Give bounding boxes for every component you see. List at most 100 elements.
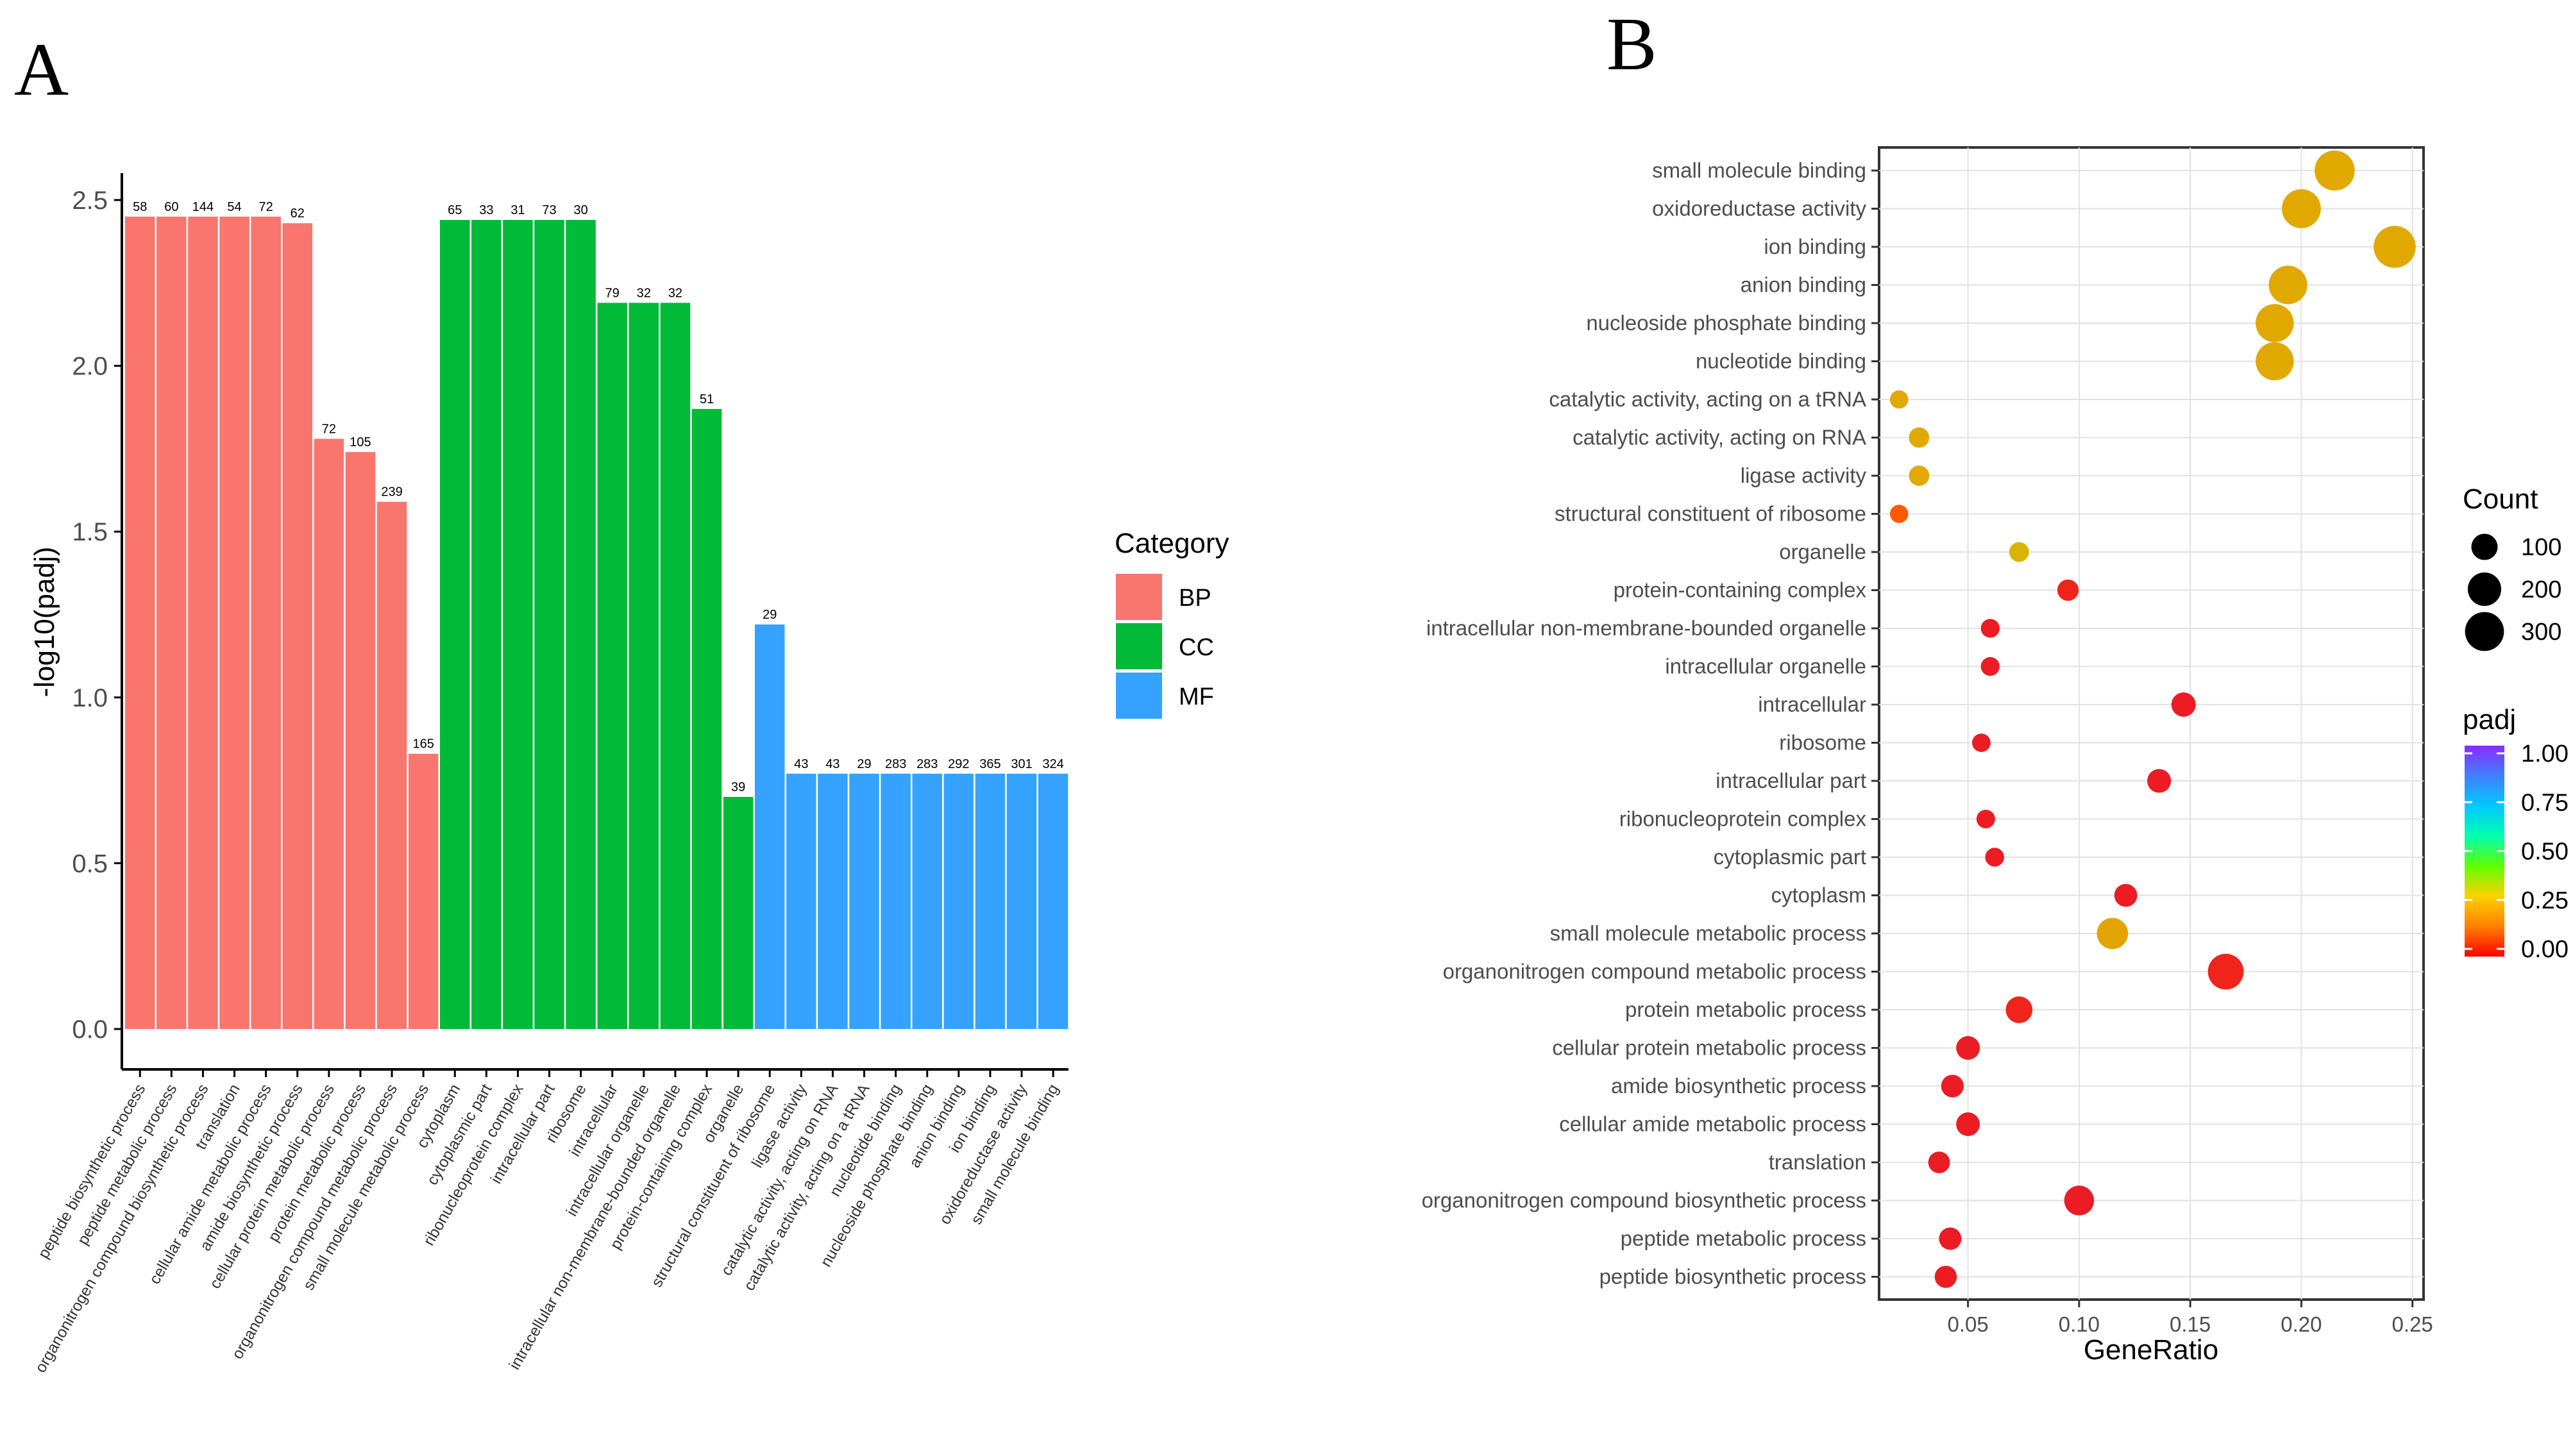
bar	[408, 753, 439, 1029]
dot-point	[1956, 1036, 1980, 1060]
dot-term-label: small molecule metabolic process	[1550, 921, 1866, 945]
bar-value-label: 65	[448, 203, 462, 217]
dot-point	[1928, 1151, 1950, 1173]
padj-legend-label: 0.50	[2521, 839, 2569, 866]
bar-value-label: 51	[700, 392, 714, 406]
bar	[376, 501, 407, 1029]
dot-point	[2315, 150, 2355, 191]
count-legend-label: 200	[2521, 576, 2561, 603]
bar	[314, 439, 344, 1029]
bar-value-label: 29	[857, 757, 871, 771]
bar-y-axis-title: -log10(padj)	[29, 547, 60, 698]
bar-value-label: 324	[1042, 757, 1063, 771]
bar-legend-title: Category	[1115, 528, 1229, 559]
dot-x-tick-label: 0.25	[2392, 1312, 2433, 1336]
bar	[881, 773, 911, 1029]
bar-legend: Category BP CC MF	[1115, 528, 1229, 719]
bar	[503, 220, 533, 1030]
dot-point	[2064, 1185, 2095, 1216]
bar-value-label: 33	[479, 203, 493, 217]
bar-value-label: 292	[948, 757, 969, 771]
bar	[943, 773, 974, 1029]
dot-point	[1934, 1266, 1957, 1288]
bar	[912, 773, 942, 1029]
bar-y-tick-label: 0.0	[72, 1016, 108, 1044]
dot-point	[1985, 848, 2004, 867]
dot-plot-b: 0.05 0.10 0.15 0.20 0.25 small molecule bindi…	[1422, 146, 2569, 1366]
bar	[566, 220, 596, 1030]
padj-color-legend: padj 1.00 0.75 0.50 0.25 0.00	[2463, 704, 2569, 963]
bar	[219, 216, 249, 1029]
bar	[125, 216, 155, 1029]
bar-value-label: 144	[192, 200, 214, 214]
dot-point	[2171, 692, 2196, 717]
bar	[691, 408, 722, 1029]
padj-legend-title: padj	[2463, 704, 2516, 735]
dot-point	[2256, 304, 2294, 342]
bar-value-label: 301	[1011, 757, 1032, 771]
count-legend-dot	[2467, 572, 2502, 607]
dot-term-label: nucleoside phosphate binding	[1586, 311, 1866, 335]
bar-value-label: 79	[605, 286, 620, 300]
dot-term-label: small molecule binding	[1652, 158, 1866, 182]
legend-label: CC	[1179, 634, 1214, 661]
dot-point	[1980, 657, 2000, 676]
bar-value-label: 72	[259, 200, 273, 214]
bar	[1038, 773, 1068, 1029]
bar-value-label: 43	[825, 757, 839, 771]
dot-term-label: anion binding	[1741, 273, 1866, 297]
dot-x-tick-label: 0.10	[2059, 1312, 2100, 1336]
dot-term-label: amide biosynthetic process	[1611, 1074, 1866, 1098]
bar	[597, 303, 627, 1029]
dot-term-label: peptide metabolic process	[1621, 1226, 1866, 1250]
dot-term-label: oxidoreductase activity	[1652, 197, 1866, 221]
bar	[975, 773, 1006, 1029]
bar	[251, 216, 281, 1029]
legend-swatch-bp	[1116, 574, 1162, 620]
dot-term-label: cytoplasm	[1771, 883, 1866, 907]
count-size-legend: Count 100 200 300	[2463, 483, 2561, 651]
dot-point	[1980, 619, 2000, 638]
bar	[818, 773, 848, 1029]
dot-term-label: intracellular non-membrane-bounded organ…	[1426, 616, 1866, 640]
legend-label: MF	[1179, 683, 1214, 710]
dot-point	[2374, 226, 2416, 268]
dot-term-label: translation	[1769, 1150, 1866, 1174]
dot-term-label: catalytic activity, acting on a tRNA	[1549, 387, 1866, 411]
dot-point	[1889, 505, 1909, 523]
dot-point	[2268, 265, 2307, 305]
dot-point	[2009, 542, 2029, 562]
legend-swatch-mf	[1116, 673, 1162, 719]
dot-point	[1976, 809, 1995, 829]
bar	[786, 773, 816, 1029]
bar-value-label: 29	[763, 608, 777, 622]
bar-y-tick-label: 1.5	[72, 518, 108, 546]
bar	[849, 773, 879, 1029]
dot-x-axis-title: GeneRatio	[2084, 1334, 2218, 1366]
count-legend-title: Count	[2463, 483, 2538, 515]
dot-point	[2057, 579, 2079, 601]
bar	[755, 624, 785, 1029]
count-legend-label: 100	[2521, 534, 2561, 561]
padj-legend-label: 0.75	[2521, 789, 2569, 816]
dot-point	[2256, 342, 2294, 381]
bar	[534, 220, 564, 1030]
dot-point	[1972, 733, 1991, 752]
bar-y-tick-label: 2.0	[72, 353, 108, 381]
dot-point	[1889, 390, 1909, 409]
padj-legend-label: 0.25	[2521, 887, 2569, 914]
bar-value-label: 54	[227, 200, 241, 214]
bar-value-label: 30	[574, 203, 588, 217]
dot-term-label: structural constituent of ribosome	[1555, 502, 1866, 526]
count-legend-dot	[2471, 533, 2498, 560]
dot-term-label: ribosome	[1779, 731, 1866, 755]
dot-point	[1956, 1112, 1980, 1136]
dot-term-label: protein metabolic process	[1625, 998, 1866, 1021]
bar-value-label: 60	[164, 200, 178, 214]
bar-chart-a: -log10(padj) 0.00.51.01.52.02.5 58peptid…	[29, 173, 1229, 1376]
dot-term-label: organelle	[1779, 540, 1866, 564]
dot-point	[1909, 427, 1930, 448]
count-legend-label: 300	[2521, 619, 2561, 646]
bar-value-label: 283	[885, 757, 906, 771]
